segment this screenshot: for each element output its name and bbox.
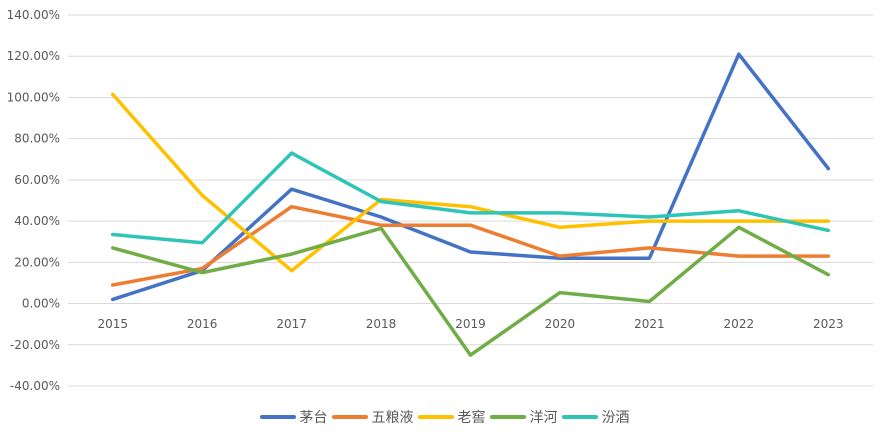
- gridlines: [68, 14, 873, 387]
- legend-swatch-icon: [561, 415, 598, 419]
- x-tick-label: 2020: [545, 317, 576, 331]
- series-line[interactable]: [110, 52, 831, 302]
- series-line[interactable]: [110, 204, 831, 287]
- y-tick-label: 0.00%: [22, 297, 60, 311]
- y-tick-label: 100.00%: [7, 90, 60, 104]
- legend-label: 洋河: [529, 410, 558, 426]
- x-tick-label: 2017: [276, 317, 307, 331]
- y-tick-label: 120.00%: [7, 49, 60, 63]
- legend-item-yanghe[interactable]: 洋河: [489, 407, 558, 427]
- legend-label: 汾酒: [601, 410, 630, 426]
- x-tick-label: 2016: [187, 317, 218, 331]
- x-tick-label: 2019: [455, 317, 486, 331]
- legend-swatch-icon: [489, 415, 526, 419]
- series-lines: [110, 52, 831, 357]
- y-tick-label: 140.00%: [7, 8, 60, 22]
- x-tick-label: 2023: [813, 317, 844, 331]
- y-tick-label: 20.00%: [14, 255, 60, 269]
- series-line[interactable]: [110, 225, 831, 357]
- x-tick-label: 2022: [724, 317, 755, 331]
- legend-swatch-icon: [259, 415, 296, 419]
- series-line[interactable]: [110, 92, 831, 273]
- x-tick-label: 2021: [634, 317, 665, 331]
- x-tick-label: 2018: [366, 317, 397, 331]
- legend-label: 老窖: [457, 410, 486, 426]
- series-line[interactable]: [110, 151, 831, 245]
- legend-label: 茅台: [299, 410, 328, 426]
- y-axis-labels: -40.00% -20.00% 0.00% 20.00% 40.00% 60.00% 80.…: [7, 8, 60, 393]
- x-tick-label: 2015: [97, 317, 128, 331]
- y-tick-label: -20.00%: [10, 338, 60, 352]
- y-tick-label: 60.00%: [14, 173, 60, 187]
- y-tick-label: -40.00%: [10, 379, 60, 393]
- legend-label: 五粮液: [371, 410, 414, 426]
- y-tick-label: 80.00%: [14, 132, 60, 146]
- y-tick-label: 40.00%: [14, 214, 60, 228]
- legend-item-maotai[interactable]: 茅台: [259, 407, 328, 427]
- legend-item-laojiao[interactable]: 老窖: [417, 407, 486, 427]
- legend: 茅台 五粮液 老窖 洋河 汾酒: [0, 405, 889, 429]
- x-axis-labels: 2015 2016 2017 2018 2019 2020 2021 2022 2023: [97, 317, 843, 331]
- legend-swatch-icon: [331, 415, 368, 419]
- legend-item-wuliangye[interactable]: 五粮液: [331, 407, 414, 427]
- legend-item-fenjiu[interactable]: 汾酒: [561, 407, 630, 427]
- legend-swatch-icon: [417, 415, 454, 419]
